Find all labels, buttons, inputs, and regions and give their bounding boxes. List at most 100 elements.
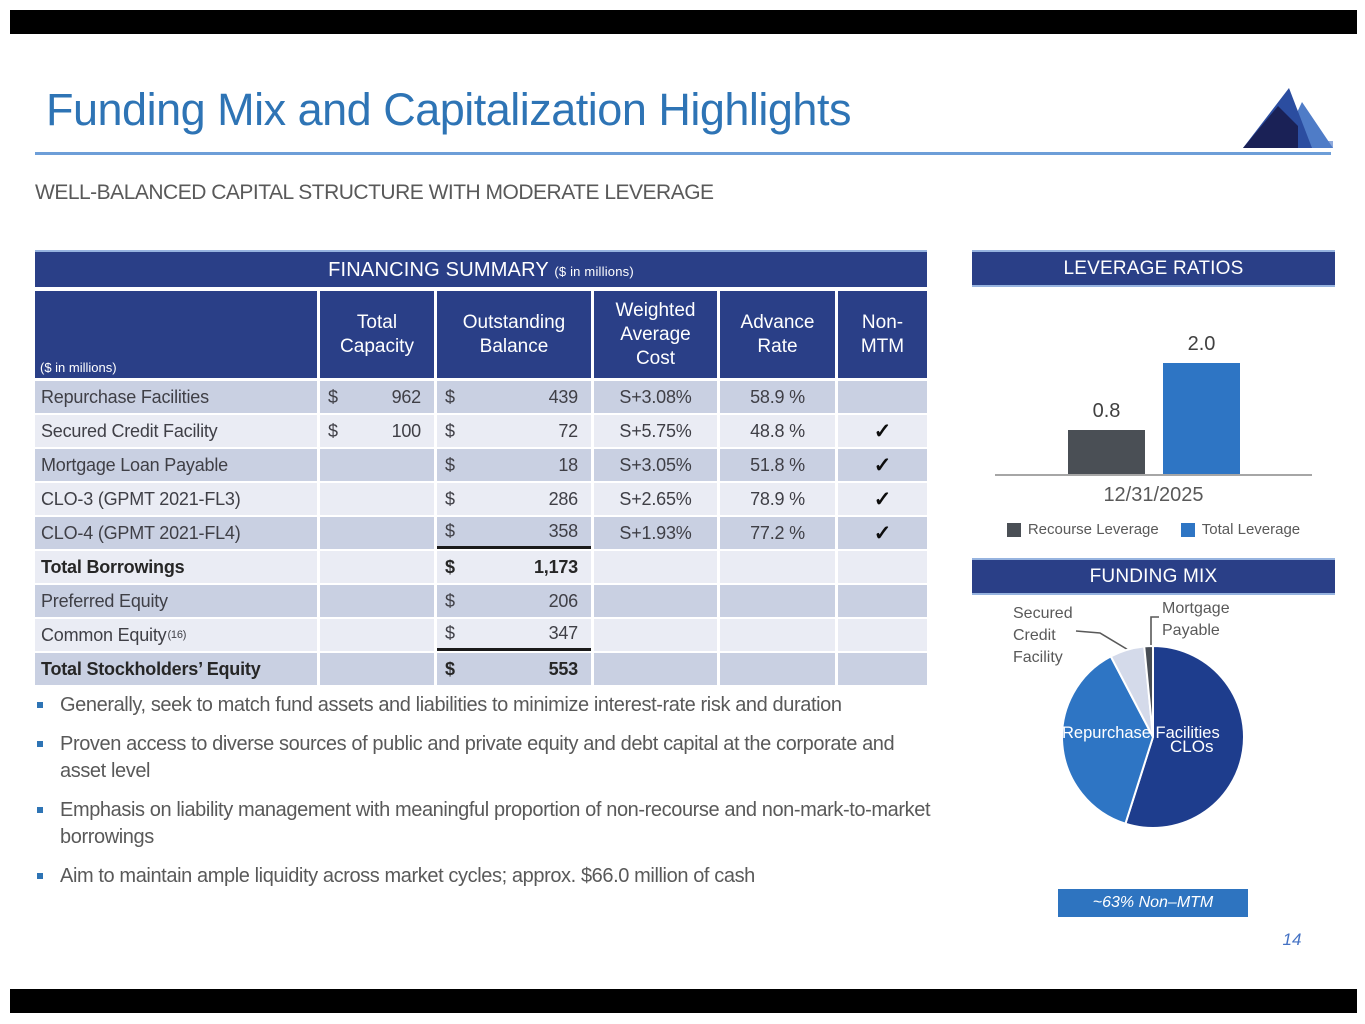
column-header-total-capacity: Total Capacity	[320, 291, 434, 378]
column-header-name: ($ in millions)	[35, 291, 317, 378]
list-item: Aim to maintain ample liquidity across m…	[37, 863, 942, 890]
financing-summary-header: FINANCING SUMMARY ($ in millions)	[35, 250, 927, 287]
non-mtm-cell	[838, 653, 927, 685]
weighted-average-cost-cell: S+5.75%	[594, 415, 717, 447]
weighted-average-cost-cell: S+3.08%	[594, 381, 717, 413]
weighted-average-cost-cell	[594, 551, 717, 583]
slide-subtitle: WELL-BALANCED CAPITAL STRUCTURE WITH MOD…	[35, 181, 714, 204]
advance-rate-cell: 48.8 %	[720, 415, 835, 447]
title-divider	[35, 152, 1331, 155]
funding-mix-pie-chart	[1061, 644, 1245, 829]
list-item: Generally, seek to match fund assets and…	[37, 692, 942, 719]
outstanding-balance-cell: $1,173	[437, 551, 591, 583]
bullet-icon	[37, 702, 43, 708]
column-header-weighted-average-cost: Weighted Average Cost	[594, 291, 717, 378]
secured-credit-facility-callout: Secured Credit Facility	[1013, 605, 1073, 666]
recourse-leverage-bar	[1068, 430, 1145, 474]
outstanding-balance-cell: $206	[437, 585, 591, 617]
clos-slice-label: CLOs	[1170, 737, 1214, 756]
table-column-headers: ($ in millions) Total Capacity Outstandi…	[35, 291, 927, 378]
total-capacity-cell	[320, 619, 434, 651]
funding-mix-header: FUNDING MIX	[972, 558, 1335, 595]
row-name-cell: CLO-3 (GPMT 2021-FL3)	[35, 483, 317, 515]
bottom-black-bar	[10, 989, 1357, 1013]
advance-rate-cell	[720, 653, 835, 685]
legend-total-leverage: Total Leverage	[1180, 521, 1300, 538]
outstanding-balance-cell: $439	[437, 381, 591, 413]
total-capacity-cell	[320, 517, 434, 549]
row-name-cell: Total Borrowings	[35, 551, 317, 583]
advance-rate-cell	[720, 585, 835, 617]
non-mtm-cell: ✓	[838, 517, 927, 549]
advance-rate-cell	[720, 619, 835, 651]
row-name-cell: Total Stockholders’ Equity	[35, 653, 317, 685]
advance-rate-cell: 58.9 %	[720, 381, 835, 413]
advance-rate-cell: 77.2 %	[720, 517, 835, 549]
outstanding-balance-cell: $358	[437, 517, 591, 549]
leverage-ratios-header: LEVERAGE RATIOS	[972, 250, 1335, 287]
pie-slice-repurchase-facilities	[1061, 655, 1155, 825]
total-capacity-cell: $962	[320, 381, 434, 413]
non-mtm-cell	[838, 585, 927, 617]
non-mtm-cell: ✓	[838, 449, 927, 481]
pie-slice-mortgage-payable	[1143, 644, 1154, 738]
total-leverage-value: 2.0	[1187, 333, 1216, 355]
column-header-outstanding-balance: Outstanding Balance	[437, 291, 591, 378]
outstanding-balance-cell: $347	[437, 619, 591, 651]
non-mtm-cell	[838, 619, 927, 651]
list-item: Emphasis on liability management with me…	[37, 797, 942, 851]
weighted-average-cost-cell: S+2.65%	[594, 483, 717, 515]
row-name-cell: Secured Credit Facility	[35, 415, 317, 447]
non-mtm-cell	[838, 381, 927, 413]
advance-rate-cell: 78.9 %	[720, 483, 835, 515]
list-item: Proven access to diverse sources of publ…	[37, 731, 942, 785]
row-name-cell: Common Equity (16)	[35, 619, 317, 651]
total-capacity-cell	[320, 449, 434, 481]
outstanding-balance-cell: $72	[437, 415, 591, 447]
row-unit-label: ($ in millions)	[40, 360, 117, 375]
financing-summary-title: FINANCING SUMMARY	[328, 259, 549, 281]
non-mtm-badge: ~63% Non–MTM	[1058, 889, 1248, 917]
total-capacity-cell	[320, 483, 434, 515]
repurchase-facilities-slice-label: Repurchase Facilities	[1062, 724, 1220, 742]
non-mtm-cell	[838, 551, 927, 583]
outstanding-balance-cell: $553	[437, 653, 591, 685]
company-logo-mountain-icon	[1243, 88, 1333, 148]
outstanding-balance-cell: $18	[437, 449, 591, 481]
key-points-list: Generally, seek to match fund assets and…	[37, 692, 942, 902]
total-capacity-cell: $100	[320, 415, 434, 447]
legend-recourse-leverage: Recourse Leverage	[1006, 521, 1159, 538]
total-capacity-cell	[320, 585, 434, 617]
axis-date-label: 12/31/2025	[1103, 484, 1204, 506]
top-black-bar	[10, 10, 1357, 34]
weighted-average-cost-cell: S+3.05%	[594, 449, 717, 481]
non-mtm-cell: ✓	[838, 483, 927, 515]
weighted-average-cost-cell: S+1.93%	[594, 517, 717, 549]
total-leverage-bar	[1163, 363, 1240, 474]
bullet-icon	[37, 741, 43, 747]
mortgage-payable-callout: Mortgage Payable	[1162, 600, 1230, 639]
non-mtm-cell: ✓	[838, 415, 927, 447]
financing-summary-unit: ($ in millions)	[554, 264, 634, 279]
pie-slice-clos	[1124, 644, 1245, 829]
page-title: Funding Mix and Capitalization Highlight…	[46, 84, 851, 135]
total-capacity-cell	[320, 653, 434, 685]
outstanding-balance-cell: $286	[437, 483, 591, 515]
column-header-advance-rate: Advance Rate	[720, 291, 835, 378]
weighted-average-cost-cell	[594, 653, 717, 685]
financing-table-body: Repurchase Facilities $962 $439 S+3.08% 58.9…	[35, 381, 927, 685]
column-header-non-mtm: Non-MTM	[838, 291, 927, 378]
weighted-average-cost-cell	[594, 585, 717, 617]
total-capacity-cell	[320, 551, 434, 583]
recourse-leverage-value: 0.8	[1092, 400, 1121, 422]
row-name-cell: Repurchase Facilities	[35, 381, 317, 413]
leverage-legend: Recourse Leverage Total Leverage	[962, 521, 1345, 538]
total-legend-swatch-icon	[1180, 522, 1195, 537]
advance-rate-cell	[720, 551, 835, 583]
row-name-cell: Preferred Equity	[35, 585, 317, 617]
weighted-average-cost-cell	[594, 619, 717, 651]
x-axis-line	[995, 474, 1312, 476]
bullet-icon	[37, 807, 43, 813]
advance-rate-cell: 51.8 %	[720, 449, 835, 481]
